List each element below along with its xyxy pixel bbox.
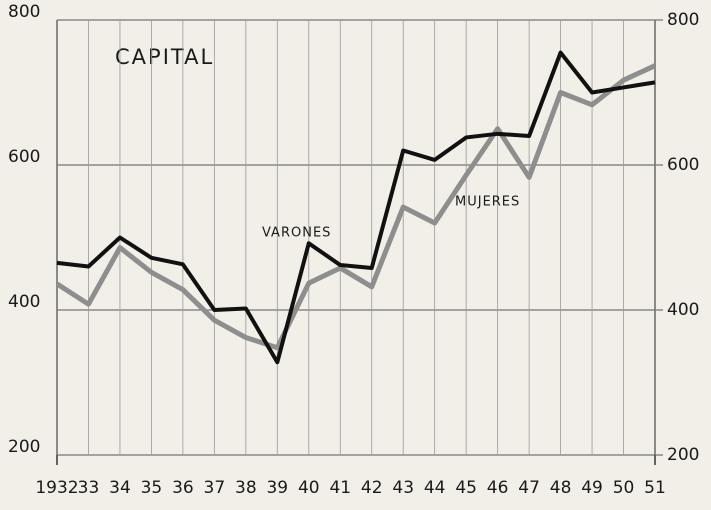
x-tick-label: 33 xyxy=(78,478,100,498)
series-label: MUJERES xyxy=(455,195,520,210)
x-tick-label: 39 xyxy=(266,478,288,498)
y2-tick-label: 200 xyxy=(667,445,699,465)
x-tick-label: 42 xyxy=(361,478,383,498)
x-tick-label: 35 xyxy=(141,478,163,498)
x-tick-label: 47 xyxy=(518,478,540,498)
y-tick-label: 600 xyxy=(8,147,40,167)
x-tick-label: 49 xyxy=(581,478,603,498)
x-tick-label: 34 xyxy=(109,478,131,498)
y2-tick-label: 400 xyxy=(667,300,699,320)
x-tick-label: 41 xyxy=(329,478,351,498)
x-tick-label: 36 xyxy=(172,478,194,498)
y-tick-label: 400 xyxy=(8,292,40,312)
series-line xyxy=(55,63,657,351)
x-tick-label: 38 xyxy=(235,478,257,498)
y-tick-label: 200 xyxy=(8,437,40,457)
x-tick-label: 48 xyxy=(550,478,572,498)
x-tick-label: 50 xyxy=(613,478,635,498)
series-label: VARONES xyxy=(262,226,331,241)
x-tick-label: 45 xyxy=(455,478,477,498)
x-tick-label: 1932 xyxy=(35,478,78,498)
x-tick-label: 51 xyxy=(644,478,666,498)
y-tick-label: 800 xyxy=(8,2,40,22)
x-tick-label: 46 xyxy=(487,478,509,498)
y2-tick-label: 800 xyxy=(667,10,699,30)
x-tick-label: 37 xyxy=(204,478,226,498)
y2-tick-label: 600 xyxy=(667,155,699,175)
x-tick-label: 44 xyxy=(424,478,446,498)
x-tick-label: 40 xyxy=(298,478,320,498)
chart-title: CAPITAL xyxy=(115,45,214,69)
series-line xyxy=(56,50,656,365)
x-tick-label: 43 xyxy=(392,478,414,498)
